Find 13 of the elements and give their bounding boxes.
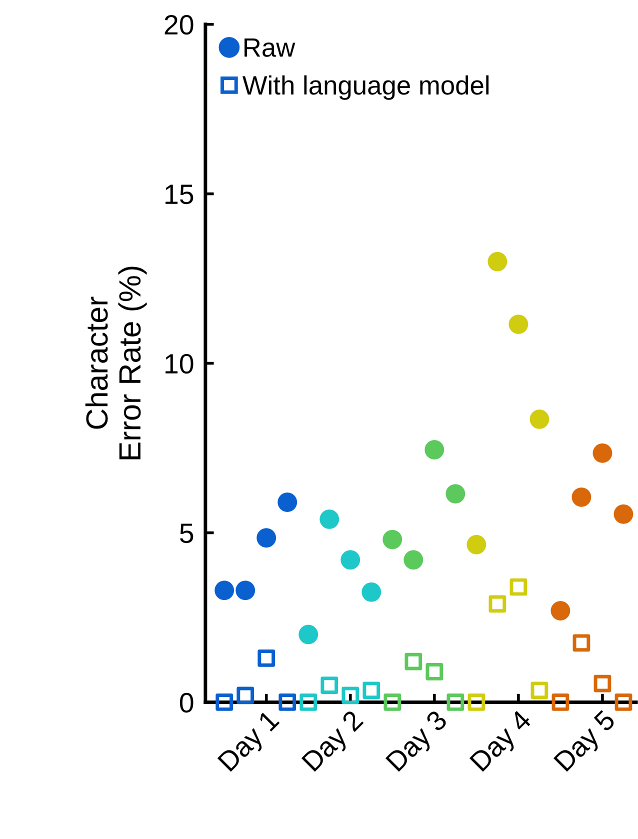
y-tick-label: 0 <box>180 692 194 713</box>
y-tick-label: 5 <box>180 524 194 544</box>
legend-label: With language model <box>242 75 489 100</box>
y-tick-label: 15 <box>166 184 194 204</box>
x-tick-label: Day 5 <box>554 709 620 776</box>
y-axis-title: Character Error Rate (%) <box>85 266 147 460</box>
x-tick-label: Day 2 <box>301 709 368 776</box>
legend-label: Raw <box>244 38 296 57</box>
x-tick-label: Day 1 <box>217 709 284 776</box>
y-tick-label: 20 <box>164 15 194 35</box>
x-tick-label: Day 3 <box>385 709 452 776</box>
x-tick-label: Day 4 <box>469 709 536 776</box>
y-tick-label: 10 <box>166 354 194 374</box>
